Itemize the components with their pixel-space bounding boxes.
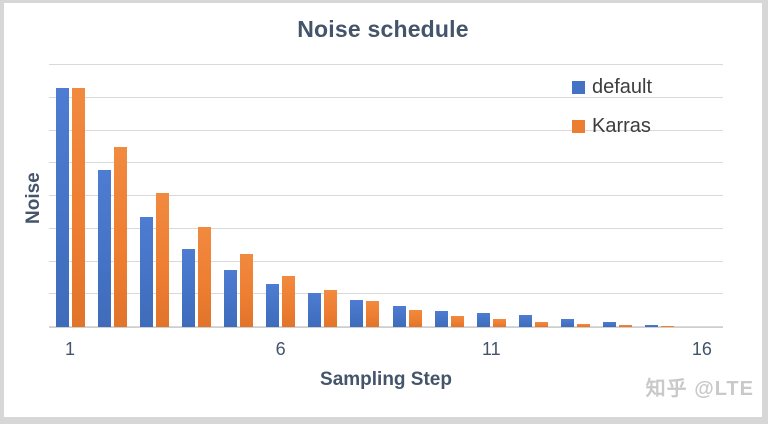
bar-karras-step-3	[155, 192, 169, 327]
gridline	[49, 96, 723, 98]
legend-item-karras: Karras	[572, 115, 652, 138]
bar-default-step-6	[266, 284, 280, 327]
bar-group-step-9	[386, 65, 428, 327]
bar-karras-step-5	[240, 254, 254, 327]
bar-group-step-14	[597, 65, 639, 327]
bar-default-step-15	[645, 325, 659, 327]
bar-karras-step-9	[408, 309, 422, 327]
legend-swatch-karras-icon	[572, 120, 585, 133]
legend: default Karras	[572, 76, 652, 138]
bar-group-step-7	[302, 65, 344, 327]
bar-karras-step-14	[619, 324, 633, 327]
bar-group-step-8	[344, 65, 386, 327]
bar-group-step-15	[639, 65, 681, 327]
bar-group-step-16	[681, 65, 723, 327]
gridline	[49, 195, 723, 196]
bar-default-step-8	[350, 299, 364, 327]
gridline	[49, 260, 723, 262]
bar-group-step-2	[91, 65, 133, 327]
bar-group-step-11	[470, 65, 512, 327]
bar-karras-step-7	[324, 290, 338, 327]
bar-default-step-12	[518, 315, 532, 327]
bar-karras-step-8	[366, 301, 380, 327]
bar-group-step-1	[49, 65, 91, 327]
bar-default-step-13	[561, 318, 575, 327]
watermark: 知乎 @LTE	[645, 378, 754, 400]
bar-group-step-6	[260, 65, 302, 327]
gridline	[49, 293, 723, 295]
gridline	[49, 64, 723, 65]
bar-group-step-5	[218, 65, 260, 327]
bar-karras-step-12	[534, 322, 548, 327]
legend-label-karras: Karras	[592, 115, 651, 137]
bar-default-step-11	[476, 312, 490, 327]
bar-karras-step-13	[577, 323, 591, 327]
bar-karras-step-6	[282, 276, 296, 327]
bar-default-step-10	[434, 310, 448, 327]
bar-default-step-5	[224, 269, 238, 327]
bar-karras-step-11	[492, 319, 506, 327]
plot-area: default Karras	[49, 64, 723, 328]
legend-swatch-default-icon	[572, 81, 585, 94]
gridline	[49, 326, 723, 327]
x-tick-label-6: 6	[275, 339, 286, 359]
bar-default-step-9	[392, 306, 406, 327]
x-axis-title: Sampling Step	[320, 369, 452, 390]
bar-karras-step-2	[113, 146, 127, 327]
bar-default-step-3	[139, 217, 153, 327]
bar-default-step-1	[55, 87, 69, 327]
x-tick-labels: 1 6 11 16	[49, 339, 723, 361]
legend-label-default: default	[592, 76, 653, 98]
bar-karras-step-15	[661, 325, 675, 327]
bar-group-step-3	[133, 65, 175, 327]
bar-group-step-4	[175, 65, 217, 327]
bar-group-step-10	[428, 65, 470, 327]
gridline	[49, 129, 723, 131]
y-axis-title: Noise	[23, 172, 44, 224]
chart-title: Noise schedule	[297, 16, 469, 42]
x-tick-label-11: 11	[481, 339, 501, 359]
bar-default-step-14	[603, 321, 617, 327]
bar-default-step-7	[308, 293, 322, 327]
bar-default-step-4	[181, 249, 195, 327]
bars-container	[49, 65, 723, 327]
x-tick-label-16: 16	[691, 339, 712, 359]
gridline	[49, 227, 723, 229]
bar-group-step-13	[555, 65, 597, 327]
bar-default-step-2	[97, 169, 111, 327]
bar-group-step-12	[512, 65, 554, 327]
gridline	[49, 162, 723, 164]
bar-karras-step-1	[71, 87, 85, 327]
legend-item-default: default	[572, 76, 652, 99]
x-axis-line	[49, 327, 723, 328]
x-tick-label-1: 1	[65, 339, 76, 359]
bar-karras-step-10	[450, 315, 464, 327]
chart-card: Noise schedule default Karras 1 6 11 16 Sam…	[4, 3, 762, 417]
bar-karras-step-4	[197, 227, 211, 327]
